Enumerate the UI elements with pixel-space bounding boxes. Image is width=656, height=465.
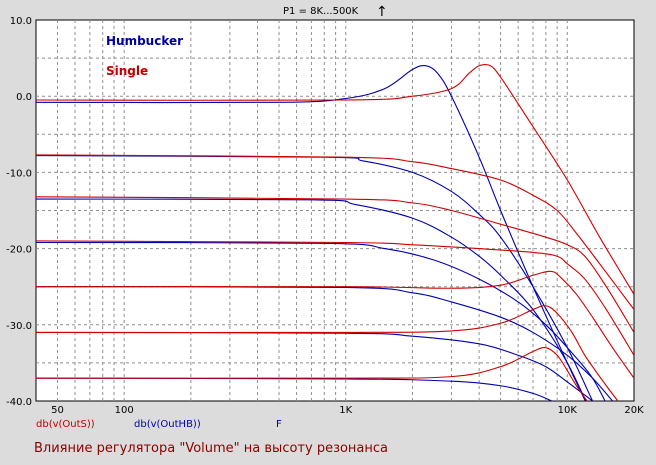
y-tick-label: 10.0 — [10, 16, 32, 27]
series-single-2 — [36, 154, 634, 310]
param-label: P1 = 8K...500K — [283, 6, 359, 17]
bottom-label-outs: db(v(OutS)) — [36, 419, 95, 430]
series-humbucker-4 — [36, 241, 606, 401]
frequency-response-chart: 10.0 0.0 -10.0 -20.0 -30.0 -40.0 50 100 1K 10K 20… — [6, 4, 644, 430]
y-tick-labels: 10.0 0.0 -10.0 -20.0 -30.0 -40.0 — [6, 16, 32, 408]
series-layer — [36, 63, 634, 401]
legend-single: Single — [106, 64, 148, 78]
y-tick-label: -10.0 — [6, 168, 32, 179]
x-tick-label: 1K — [339, 405, 352, 416]
series-single-5 — [36, 270, 634, 379]
series-single-7 — [36, 346, 588, 401]
legend-humbucker: Humbucker — [106, 34, 183, 48]
y-tick-label: -30.0 — [6, 321, 32, 332]
x-tick-label: 50 — [51, 405, 64, 416]
x-tick-labels: 50 100 1K 10K 20K — [51, 405, 644, 416]
series-single-1 — [36, 63, 634, 295]
series-single-4 — [36, 240, 634, 356]
y-tick-label: -40.0 — [6, 397, 32, 408]
y-tick-label: 0.0 — [16, 92, 32, 103]
x-tick-label: 10K — [558, 405, 578, 416]
x-axis-label: F — [276, 419, 282, 430]
series-single-3 — [36, 196, 634, 333]
grid — [36, 20, 634, 401]
y-tick-label: -20.0 — [6, 245, 32, 256]
series-humbucker-3 — [36, 198, 587, 401]
param-arrow: ↑ — [376, 4, 388, 20]
x-tick-label: 20K — [624, 405, 644, 416]
series-single-6 — [36, 305, 619, 401]
figure-caption: Влияние регулятора "Volume" на высоту ре… — [34, 441, 389, 456]
bottom-label-outhb: db(v(OutHB)) — [134, 419, 201, 430]
x-tick-label: 100 — [115, 405, 134, 416]
